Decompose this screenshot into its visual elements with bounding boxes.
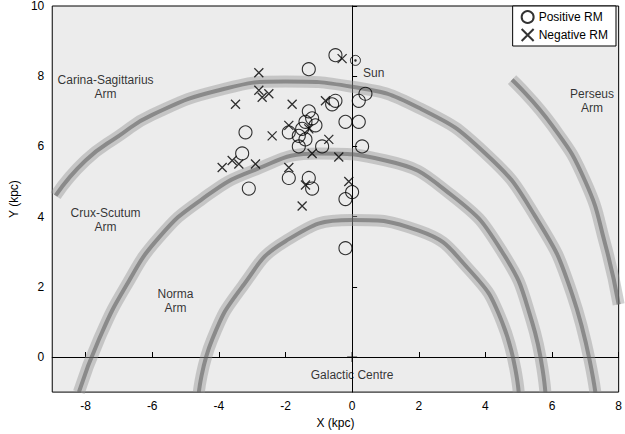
svg-text:4: 4 (482, 399, 489, 413)
svg-text:Arm: Arm (95, 87, 117, 101)
svg-text:Negative RM: Negative RM (539, 28, 608, 42)
svg-text:0: 0 (349, 399, 356, 413)
svg-text:Carina-Sagittarius: Carina-Sagittarius (58, 73, 154, 87)
svg-text:Arm: Arm (581, 101, 603, 115)
svg-text:-6: -6 (147, 399, 158, 413)
svg-text:Galactic Centre: Galactic Centre (311, 368, 394, 382)
svg-text:Arm: Arm (95, 220, 117, 234)
svg-text:-4: -4 (214, 399, 225, 413)
svg-text:4: 4 (38, 210, 45, 224)
svg-text:Arm: Arm (165, 301, 187, 315)
svg-text:Perseus: Perseus (570, 87, 614, 101)
svg-text:2: 2 (38, 280, 45, 294)
svg-text:10: 10 (31, 0, 45, 13)
svg-text:2: 2 (415, 399, 422, 413)
svg-text:8: 8 (38, 69, 45, 83)
svg-text:8: 8 (615, 399, 622, 413)
svg-text:Y (kpc): Y (kpc) (7, 180, 21, 218)
svg-text:-8: -8 (80, 399, 91, 413)
svg-text:Crux-Scutum: Crux-Scutum (71, 206, 141, 220)
svg-text:Sun: Sun (363, 66, 384, 80)
svg-text:Positive RM: Positive RM (539, 10, 603, 24)
svg-text:6: 6 (38, 139, 45, 153)
svg-text:6: 6 (549, 399, 556, 413)
svg-text:Norma: Norma (158, 287, 194, 301)
svg-text:X (kpc): X (kpc) (316, 416, 354, 430)
svg-text:0: 0 (38, 350, 45, 364)
svg-text:-2: -2 (280, 399, 291, 413)
